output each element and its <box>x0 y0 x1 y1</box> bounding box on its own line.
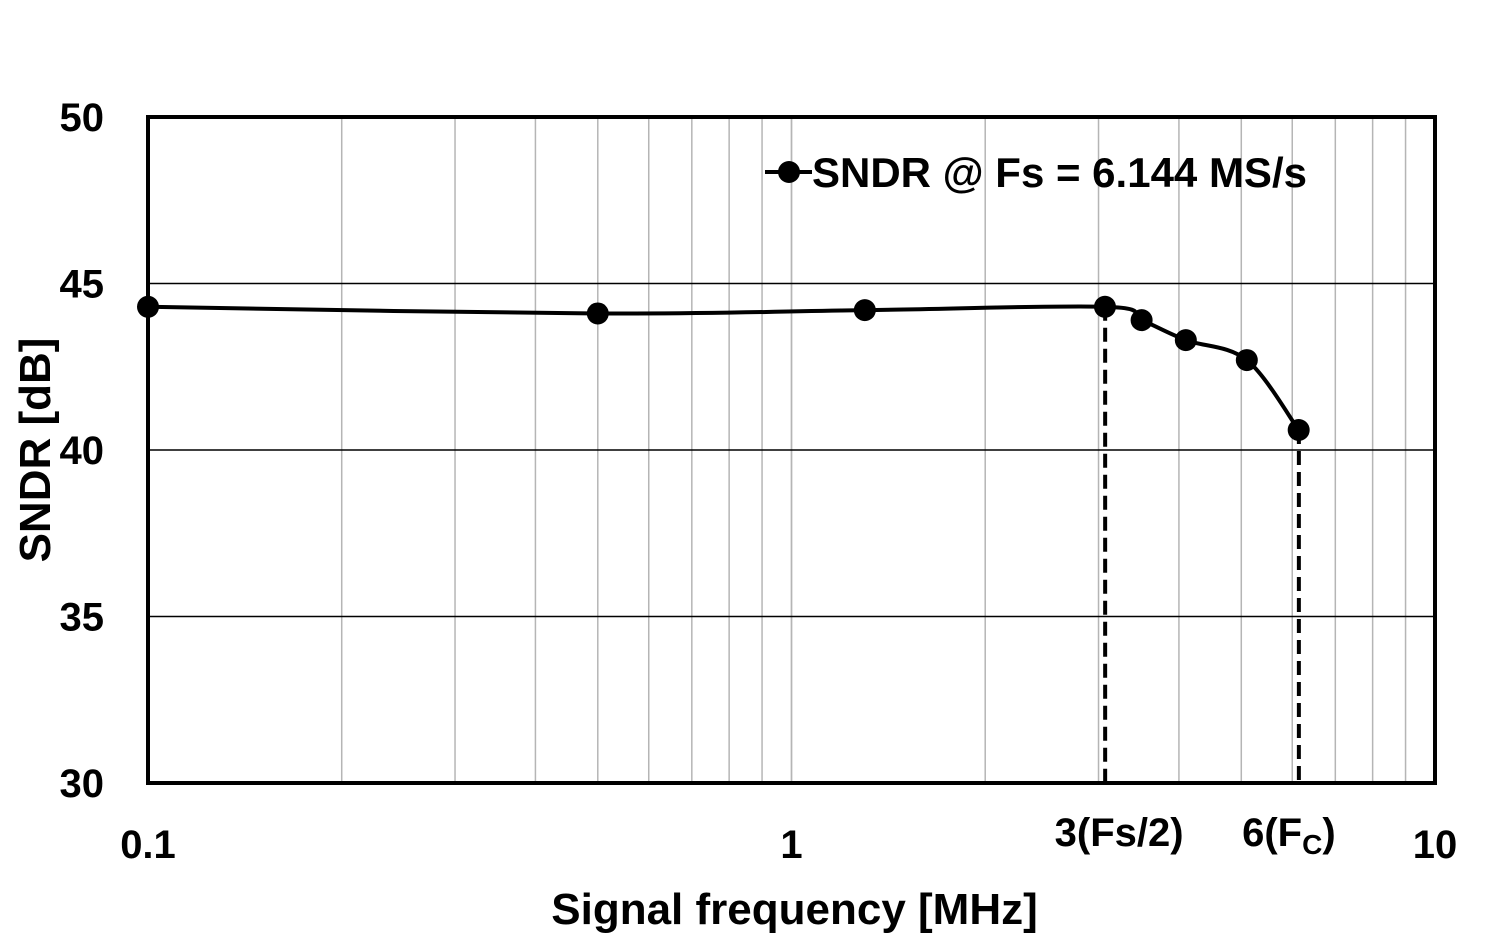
fc-label-main: 6(F <box>1242 811 1302 855</box>
data-point <box>1235 349 1258 372</box>
y-tick-labels: 30 35 40 45 50 <box>60 96 105 806</box>
y-tick-label: 45 <box>60 263 105 307</box>
y-tick-label: 50 <box>60 96 105 140</box>
major-gridlines <box>148 282 1435 618</box>
x-tick-label-fc: 6(FC) <box>1242 811 1336 860</box>
data-point <box>1287 419 1310 442</box>
x-tick-label: 0.1 <box>120 823 176 867</box>
x-tick-labels: 0.1 1 10 <box>120 823 1457 867</box>
fc-label-end: ) <box>1322 811 1335 855</box>
y-tick-label: 35 <box>60 596 105 640</box>
data-point <box>1093 295 1116 318</box>
y-tick-label: 40 <box>60 429 105 473</box>
data-point <box>1130 309 1153 332</box>
series-layer <box>137 295 1310 442</box>
fc-label-subscript: C <box>1302 829 1322 860</box>
x-axis-title: Signal frequency [MHz] <box>551 885 1038 934</box>
legend-marker <box>778 161 800 183</box>
x-tick-label: 1 <box>780 823 802 867</box>
data-point <box>853 299 876 322</box>
series-line <box>147 304 1301 432</box>
x-tick-label: 10 <box>1413 823 1458 867</box>
legend-label: SNDR @ Fs = 6.144 MS/s <box>812 149 1307 196</box>
x-tick-label-fs-half: 3(Fs/2) <box>1055 811 1184 855</box>
legend: SNDR @ Fs = 6.144 MS/s <box>765 149 1307 196</box>
data-point <box>586 302 609 325</box>
y-tick-label: 30 <box>60 762 105 806</box>
data-point <box>1174 329 1197 352</box>
frequency-guide-lines <box>1103 306 1301 783</box>
y-axis-title: SNDR [dB] <box>11 338 60 563</box>
plot-frame <box>146 115 1437 785</box>
data-point <box>137 295 159 318</box>
